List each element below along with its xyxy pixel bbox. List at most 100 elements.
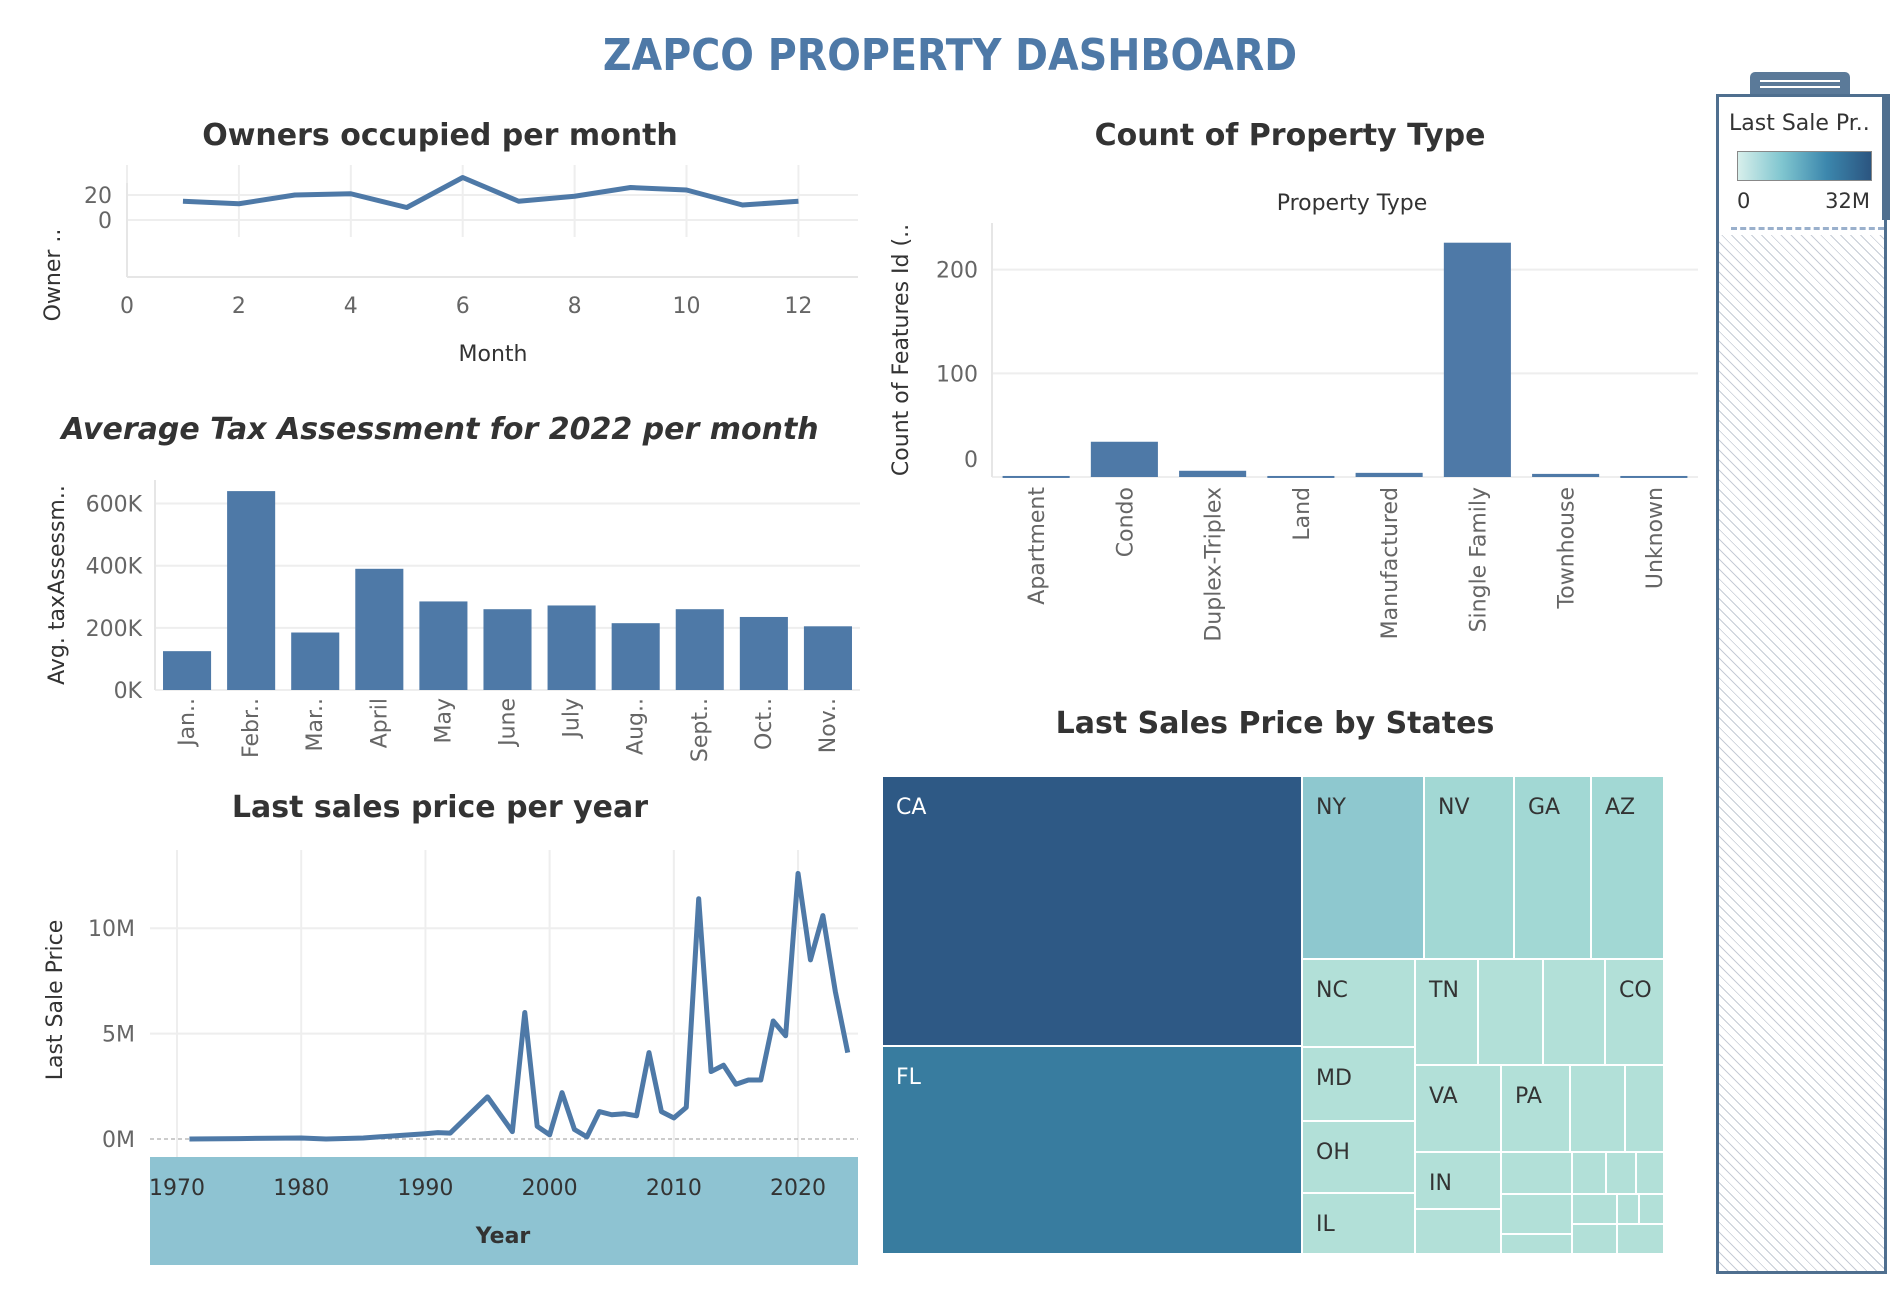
treemap-cell[interactable] [1301, 958, 1416, 1048]
treemap-state-label: NC [1316, 978, 1348, 1003]
treemap-state-label: AZ [1605, 795, 1635, 820]
treemap-cell[interactable] [1616, 1223, 1665, 1255]
sales-year-chart-title: Last sales price per year [231, 790, 649, 825]
treemap-cell[interactable] [1500, 1151, 1573, 1195]
treemap-cell[interactable] [1500, 1064, 1571, 1153]
treemap-cell[interactable] [1571, 1151, 1607, 1195]
treemap-cell[interactable] [1571, 1193, 1618, 1225]
owners-xtick-label: 8 [568, 294, 582, 319]
property-type-xtick-label: Townhouse [1555, 487, 1580, 609]
treemap-state-label: NV [1438, 795, 1470, 820]
tax-xtick-label: Jan.. [175, 698, 200, 748]
treemap-state-label: IN [1429, 1171, 1452, 1196]
tax-bar[interactable] [675, 609, 724, 690]
tax-ylabel: Avg. taxAssessm.. [45, 485, 70, 685]
tax-bar[interactable] [227, 491, 276, 690]
property-type-bar[interactable] [1002, 475, 1070, 478]
sales-price-year-line-chart[interactable]: 0M 5M 10M 1970 1980 1990 2000 2010 2020 Last Sa… [30, 845, 870, 1270]
sales-year-xtick-label: 1980 [273, 1176, 329, 1201]
property-type-bar-chart[interactable]: Property Type 0 100 200 Apartment Condo Dupl… [880, 175, 1710, 675]
owners-chart-title: Owners occupied per month [202, 118, 678, 153]
tax-bar[interactable] [419, 601, 468, 690]
treemap-cell[interactable] [1605, 1151, 1637, 1195]
owners-occupied-line-chart[interactable]: 020 0 2 4 6 8 10 12 Owner .. Month [30, 165, 870, 380]
sales-year-xtick-label: 2010 [646, 1176, 702, 1201]
year-axis-band[interactable] [150, 1157, 858, 1265]
tax-assessment-bar-chart[interactable]: 0K 200K 400K 600K Jan.. Febr.. Mar.. April May J… [30, 470, 870, 770]
treemap-cell[interactable] [1616, 1193, 1640, 1225]
property-type-bar[interactable] [1090, 441, 1158, 477]
property-type-bar[interactable] [1532, 473, 1600, 477]
treemap-state-label: TN [1428, 978, 1459, 1003]
property-type-xtick-label: Single Family [1466, 487, 1491, 632]
tax-xtick-label: April [367, 698, 392, 748]
property-type-bar[interactable] [1267, 475, 1335, 478]
property-type-xtick-label: Apartment [1025, 487, 1050, 605]
treemap-cell[interactable] [1500, 1193, 1573, 1235]
owners-ytick-label: 0 [98, 209, 112, 234]
legend-panel: Last Sale Pr.. 0 32M [1716, 94, 1887, 1274]
owners-xtick-label: 0 [120, 294, 134, 319]
sales-year-xlabel: Year [475, 1224, 531, 1249]
tax-bar[interactable] [291, 632, 340, 690]
legend-min-label: 0 [1737, 189, 1751, 213]
treemap-cell[interactable] [1477, 958, 1544, 1066]
treemap-cell[interactable] [1638, 1193, 1665, 1225]
property-type-xtick-label: Manufactured [1378, 487, 1403, 639]
tax-bar[interactable] [547, 605, 596, 690]
property-type-ytick-label: 200 [936, 259, 978, 284]
treemap-state-label: GA [1528, 795, 1560, 820]
owners-xtick-label: 10 [673, 294, 701, 319]
states-treemap[interactable]: CA FL NY NV GA AZ NC TN CO MD VA PA OH IN IL [882, 776, 1672, 1261]
legend-color-gradient [1737, 151, 1872, 181]
sales-year-xtick-label: 2000 [522, 1176, 578, 1201]
dashboard-title: ZAPCO PROPERTY DASHBOARD [602, 30, 1298, 81]
sales-year-ytick-label: 0M [102, 1128, 135, 1153]
treemap-cell[interactable] [1414, 1151, 1502, 1210]
treemap-cell[interactable] [1590, 776, 1665, 960]
property-type-bar[interactable] [1355, 472, 1423, 477]
tax-xtick-label: June [496, 698, 521, 748]
treemap-cell[interactable] [1414, 958, 1479, 1066]
property-type-bar[interactable] [1443, 242, 1511, 477]
treemap-cell[interactable] [1301, 1192, 1416, 1255]
treemap-cell[interactable] [1423, 776, 1515, 960]
sales-year-series-line[interactable] [189, 870, 851, 1142]
treemap-cell[interactable] [1414, 1064, 1502, 1153]
treemap-cell[interactable] [882, 776, 1303, 1047]
owners-xtick-label: 6 [456, 294, 470, 319]
tax-xtick-label: July [560, 698, 585, 740]
property-type-chart-title: Count of Property Type [1094, 118, 1486, 153]
treemap-cell[interactable] [1414, 1208, 1502, 1255]
property-type-bar[interactable] [1620, 475, 1688, 478]
property-type-xtick-label: Unknown [1643, 487, 1668, 589]
legend-drag-handle[interactable] [1750, 72, 1850, 96]
treemap-state-label: MD [1316, 1066, 1352, 1091]
legend-scrollbar[interactable] [1882, 94, 1890, 220]
treemap-cell[interactable] [1569, 1064, 1626, 1153]
treemap-state-label: FL [896, 1065, 922, 1090]
treemap-chart-title: Last Sales Price by States [1055, 706, 1495, 741]
tax-bar[interactable] [611, 623, 660, 690]
treemap-cell[interactable] [1604, 958, 1665, 1066]
tax-bar[interactable] [803, 626, 852, 690]
treemap-cell[interactable] [882, 1045, 1303, 1255]
treemap-cell[interactable] [1500, 1233, 1573, 1255]
tax-bar[interactable] [163, 651, 212, 690]
treemap-cell[interactable] [1624, 1064, 1665, 1153]
treemap-cell[interactable] [1301, 1120, 1416, 1194]
treemap-cell[interactable] [1542, 958, 1606, 1066]
tax-ytick-label: 600K [86, 493, 143, 518]
owners-xtick-label: 12 [784, 294, 812, 319]
treemap-cell[interactable] [1571, 1223, 1618, 1255]
owners-series-line[interactable] [182, 175, 799, 210]
treemap-state-label: OH [1316, 1140, 1350, 1165]
tax-xtick-label: May [431, 698, 456, 743]
tax-ytick-label: 400K [86, 555, 143, 580]
tax-bar[interactable] [355, 568, 404, 690]
tax-bar[interactable] [739, 616, 788, 690]
property-type-bar[interactable] [1179, 470, 1247, 477]
treemap-cell[interactable] [1635, 1151, 1665, 1195]
property-type-xtick-label: Duplex-Triplex [1202, 487, 1227, 642]
tax-bar[interactable] [483, 609, 532, 690]
